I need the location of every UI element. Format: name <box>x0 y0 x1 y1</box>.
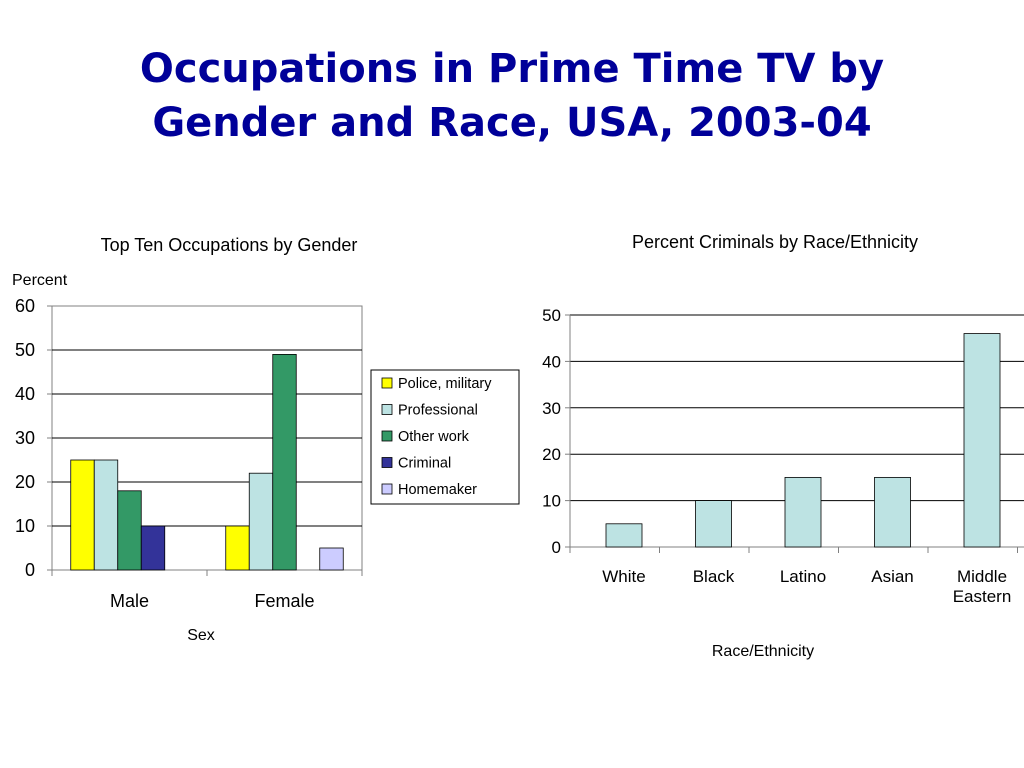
chart1-title: Top Ten Occupations by Gender <box>101 235 358 255</box>
chart2-y-tick-label: 10 <box>542 492 561 511</box>
chart2-y-tick-label: 30 <box>542 399 561 418</box>
chart1-x-tick-label: Female <box>254 591 314 611</box>
chart1-bar <box>319 547 344 571</box>
chart2-bar <box>784 476 822 548</box>
slide-title-line-1: Occupations in Prime Time TV by <box>139 46 885 92</box>
chart2-y-tick-label: 0 <box>552 538 561 557</box>
chart2-x-axis-label: Race/Ethnicity <box>712 643 814 660</box>
chart1-legend-swatch <box>381 457 393 468</box>
chart1-legend-box <box>370 369 520 505</box>
chart1-legend-label: Professional <box>398 403 478 419</box>
chart1-y-tick-label: 50 <box>15 340 35 360</box>
chart1-bar <box>272 353 297 571</box>
chart2-x-tick-label: Asian <box>871 567 914 586</box>
chart-occupations-by-gender: Top Ten Occupations by Gender Percent 0 10 2… <box>12 235 520 644</box>
chart2-y-tick-label: 40 <box>542 352 561 371</box>
chart1-x-axis-label: Sex <box>187 627 215 644</box>
chart1-bar <box>248 472 274 571</box>
chart2-x-tick-label: Middle <box>957 567 1007 586</box>
chart1-legend-label: Other work <box>398 429 470 445</box>
chart1-y-tick-label: 10 <box>15 516 35 536</box>
chart1-legend-label: Homemaker <box>398 482 477 498</box>
chart1-legend-swatch <box>381 377 393 389</box>
chart2-title: Percent Criminals by Race/Ethnicity <box>632 232 918 252</box>
chart1-bar <box>140 525 166 571</box>
chart1-y-tick-label: 30 <box>15 428 35 448</box>
chart1-legend-swatch <box>381 483 393 495</box>
chart2-x-tick-label: Black <box>693 567 735 586</box>
chart1-bar <box>117 490 142 571</box>
chart-criminals-by-race: Percent Criminals by Race/Ethnicity 0 10 20… <box>542 232 1024 660</box>
chart1-x-tick-label: Male <box>110 591 149 611</box>
chart2-bar <box>874 476 911 548</box>
chart2-x-tick-label: Latino <box>780 567 826 586</box>
chart2-x-tick-label: Eastern <box>953 587 1012 606</box>
chart2-y-tick-label: 20 <box>542 445 561 464</box>
chart1-y-axis-label: Percent <box>12 272 68 289</box>
chart2-bar <box>695 500 732 548</box>
chart1-y-tick-label: 60 <box>15 296 35 316</box>
chart2-bar <box>963 333 1001 548</box>
chart1-legend-swatch <box>381 404 393 415</box>
chart1-legend-swatch <box>381 430 393 442</box>
chart1-bar <box>225 525 250 571</box>
chart2-x-tick-label: White <box>602 567 645 586</box>
chart1-y-tick-label: 40 <box>15 384 35 404</box>
chart2-bar <box>605 523 643 548</box>
chart1-y-tick-label: 0 <box>25 560 35 580</box>
chart1-bar <box>93 459 119 571</box>
chart1-legend-label: Criminal <box>398 456 451 472</box>
slide-title: Occupations in Prime Time TV by Gender a… <box>0 42 1024 150</box>
chart1-bar <box>70 459 95 571</box>
slide-title-line-2: Gender and Race, USA, 2003-04 <box>152 100 872 146</box>
chart1-legend: Police, military Professional Other work Cr… <box>370 369 520 505</box>
chart1-legend-label: Police, military <box>398 376 492 392</box>
chart1-y-tick-label: 20 <box>15 472 35 492</box>
chart2-y-tick-label: 50 <box>542 306 561 325</box>
